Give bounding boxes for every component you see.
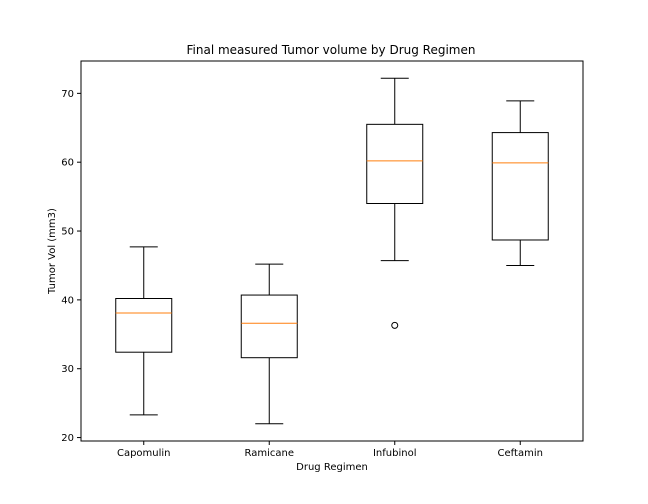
box-capomulin [115, 246, 173, 416]
x-axis: Capomulin Ramicane Infubinol Ceftamin [117, 441, 543, 459]
box-ramicane [240, 263, 298, 425]
y-tick-label: 20 [61, 433, 74, 444]
x-tick-label: Infubinol [373, 448, 417, 459]
box-ceftamin [491, 100, 549, 266]
y-axis-label: Tumor Vol (mm3) [47, 208, 58, 295]
iqr-box [491, 132, 549, 241]
iqr-box [115, 298, 173, 353]
x-tick-label: Ceftamin [498, 448, 543, 459]
plot-frame [80, 60, 584, 442]
plot-area [115, 77, 549, 425]
y-tick-label: 50 [61, 227, 74, 238]
y-tick-label: 60 [61, 158, 74, 169]
x-axis-label: Drug Regimen [296, 462, 368, 473]
y-tick-label: 70 [61, 89, 74, 100]
y-tick-label: 30 [61, 364, 74, 375]
y-axis: 20 30 40 50 60 70 [61, 89, 81, 444]
x-tick-label: Capomulin [117, 448, 171, 459]
box-infubinol [366, 77, 424, 329]
y-tick-label: 40 [61, 295, 74, 306]
outlier-point [391, 321, 399, 329]
iqr-box [366, 123, 424, 204]
chart-title: Final measured Tumor volume by Drug Regi… [187, 43, 476, 57]
iqr-box [240, 294, 298, 359]
x-tick-label: Ramicane [245, 448, 295, 459]
